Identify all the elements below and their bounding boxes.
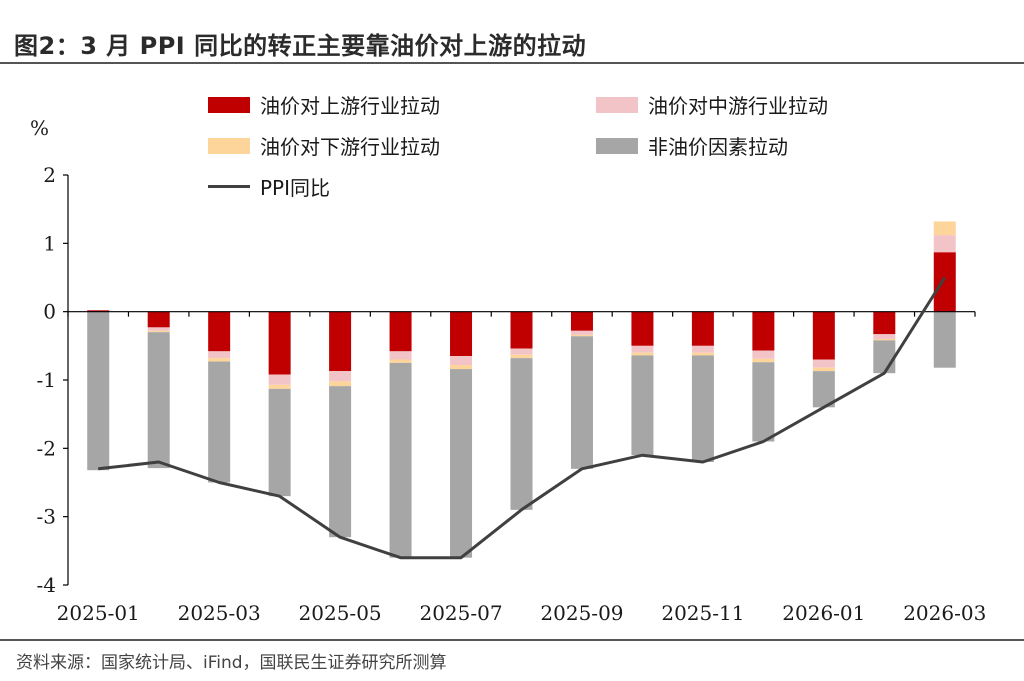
bar-non_oil — [87, 311, 110, 471]
legend-swatch-midstream — [596, 96, 638, 113]
bar-midstream — [389, 351, 412, 360]
legend-swatch-non-oil — [596, 137, 638, 154]
x-tick-label: 2026-01 — [782, 601, 865, 625]
y-tick-label: 1 — [43, 231, 56, 255]
bar-midstream — [208, 351, 231, 359]
bar-non_oil — [389, 362, 412, 558]
bar-non_oil — [329, 386, 352, 538]
x-tick-label: 2025-05 — [299, 601, 382, 625]
bar-downstream — [208, 358, 231, 362]
bar-midstream — [570, 330, 593, 335]
bar-non_oil — [631, 355, 654, 456]
bar-downstream — [691, 352, 714, 356]
bar-upstream — [570, 311, 593, 331]
bar-midstream — [873, 334, 896, 339]
legend-upstream: 油价对上游行业拉动 — [208, 90, 440, 119]
bar-downstream — [631, 352, 654, 356]
y-tick-label: -4 — [37, 573, 56, 597]
x-tick-label: 2025-01 — [57, 601, 140, 625]
bar-midstream — [450, 356, 473, 365]
bar-upstream — [631, 311, 654, 346]
bar-upstream — [873, 311, 896, 335]
bar-midstream — [510, 348, 533, 355]
bar-non_oil — [208, 361, 231, 483]
bar-downstream — [570, 334, 593, 337]
bar-upstream — [691, 311, 714, 346]
legend-swatch-downstream — [208, 137, 250, 154]
legend-label-downstream: 油价对下游行业拉动 — [260, 135, 440, 159]
bar-midstream — [631, 345, 654, 353]
legend-downstream: 油价对下游行业拉动 — [208, 131, 440, 160]
y-tick-label: 2 — [43, 163, 56, 187]
bar-non_oil — [450, 369, 473, 558]
x-tick-label: 2025-11 — [661, 601, 744, 625]
bar-downstream — [812, 367, 835, 372]
bar-upstream — [812, 311, 835, 360]
bar-midstream — [268, 374, 291, 385]
bar-non_oil — [147, 332, 170, 469]
bar-downstream — [450, 364, 473, 370]
bar-downstream — [873, 339, 896, 341]
bar-non_oil — [570, 336, 593, 469]
bar-non_oil — [691, 355, 714, 462]
bar-midstream — [812, 359, 835, 368]
title-divider — [0, 62, 1024, 64]
legend-label-upstream: 油价对上游行业拉动 — [260, 94, 440, 118]
legend-midstream: 油价对中游行业拉动 — [596, 90, 828, 119]
y-tick-label: -3 — [37, 505, 56, 529]
x-tick-label: 2025-07 — [419, 601, 502, 625]
x-tick-label: 2025-03 — [178, 601, 261, 625]
bar-downstream — [147, 330, 170, 333]
y-axis-unit: % — [30, 116, 50, 140]
source-divider — [0, 639, 1024, 641]
bar-upstream — [510, 311, 533, 349]
bar-downstream — [933, 221, 956, 236]
bar-non_oil — [873, 340, 896, 374]
bar-non_oil — [812, 371, 835, 408]
x-tick-label: 2025-09 — [540, 601, 623, 625]
bar-upstream — [268, 311, 291, 375]
bar-upstream — [329, 311, 352, 372]
bar-downstream — [752, 358, 775, 363]
y-tick-label: 0 — [43, 300, 56, 324]
bar-non_oil — [933, 311, 956, 368]
legend-swatch-ppi — [208, 185, 250, 188]
legend-swatch-upstream — [208, 96, 250, 113]
source-note: 资料来源：国家统计局、iFind，国联民生证券研究所测算 — [16, 653, 447, 673]
bar-upstream — [87, 310, 110, 312]
y-tick-label: -1 — [37, 368, 56, 392]
bar-downstream — [510, 354, 533, 359]
bar-non_oil — [268, 388, 291, 497]
bar-upstream — [450, 311, 473, 357]
bar-midstream — [329, 371, 352, 382]
legend-label-midstream: 油价对中游行业拉动 — [648, 94, 828, 118]
chart-title: 图2：3 月 PPI 同比的转正主要靠油价对上游的拉动 — [14, 32, 587, 60]
legend-non-oil: 非油价因素拉动 — [596, 131, 788, 160]
bar-downstream — [329, 381, 352, 387]
bar-upstream — [208, 311, 231, 352]
bar-upstream — [389, 311, 412, 352]
bar-upstream — [147, 311, 170, 328]
bar-non_oil — [510, 358, 533, 510]
bar-upstream — [933, 252, 956, 312]
bar-downstream — [389, 359, 412, 363]
ppi-line — [98, 276, 947, 560]
y-tick-label: -2 — [37, 436, 56, 460]
bar-midstream — [147, 327, 170, 331]
legend-label-non-oil: 非油价因素拉动 — [648, 135, 788, 159]
bar-midstream — [933, 235, 956, 253]
x-tick-label: 2026-03 — [903, 601, 986, 625]
bar-upstream — [752, 311, 775, 351]
bar-non_oil — [752, 362, 775, 442]
legend-ppi: PPI同比 — [208, 172, 330, 201]
legend-label-ppi: PPI同比 — [260, 176, 331, 200]
bar-downstream — [268, 384, 291, 389]
bar-midstream — [691, 345, 714, 353]
bar-midstream — [752, 350, 775, 359]
